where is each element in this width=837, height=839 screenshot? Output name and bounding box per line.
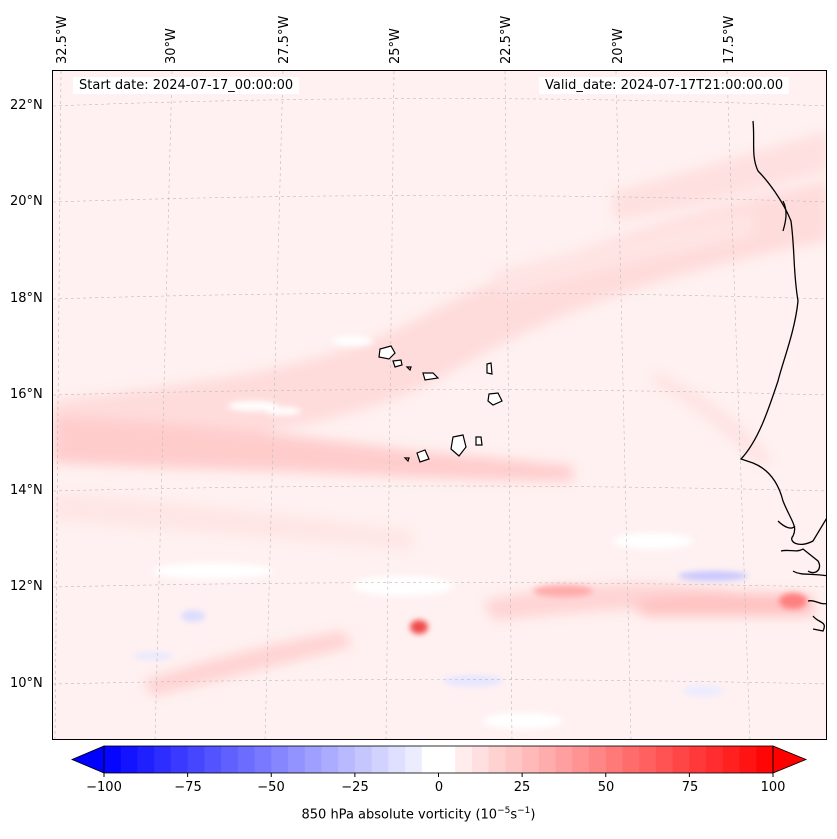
colorbar-segment bbox=[471, 746, 490, 773]
lon-label-25w: 25°W bbox=[388, 28, 403, 64]
colorbar-segment bbox=[739, 746, 757, 773]
colorbar-segment bbox=[104, 746, 122, 773]
colorbar-tick: −50 bbox=[257, 780, 285, 795]
colorbar-segment bbox=[438, 746, 456, 773]
neutral-patches bbox=[153, 336, 693, 729]
colorbar-segment bbox=[254, 746, 272, 773]
start-date-label: Start date: 2024-07-17_00:00:00 bbox=[73, 77, 300, 94]
colorbar-segment bbox=[622, 746, 640, 773]
colorbar-segment bbox=[655, 746, 674, 773]
coastline bbox=[739, 120, 826, 632]
lat-label-16n: 16°N bbox=[10, 387, 43, 402]
colorbar-title: 850 hPa absolute vorticity (10−5s−1) bbox=[301, 806, 536, 823]
colorbar-segment bbox=[672, 746, 690, 773]
lon-label-27-5w: 27.5°W bbox=[277, 15, 292, 64]
lon-label-17-5w: 17.5°W bbox=[722, 15, 737, 64]
colorbar-segment bbox=[405, 746, 423, 773]
colorbar-segment bbox=[271, 746, 289, 773]
lat-label-14n: 14°N bbox=[10, 483, 43, 498]
colorbar bbox=[70, 745, 808, 777]
colorbar-segment bbox=[555, 746, 573, 773]
colorbar-segment bbox=[488, 746, 506, 773]
valid-date-label: Valid_date: 2024-07-17T21:00:00.00 bbox=[539, 77, 790, 94]
colorbar-segment bbox=[756, 746, 774, 773]
lat-label-10n: 10°N bbox=[10, 676, 43, 691]
colorbar-segment bbox=[421, 746, 439, 773]
colorbar-tick: −25 bbox=[341, 780, 369, 795]
positive-vorticity-cores bbox=[410, 585, 807, 634]
colorbar-segment bbox=[170, 746, 189, 773]
colorbar-segment bbox=[154, 746, 172, 773]
colorbar-segment bbox=[706, 746, 724, 773]
colorbar-tick: 100 bbox=[760, 780, 786, 795]
lat-label-22n: 22°N bbox=[10, 98, 43, 113]
lon-label-30w: 30°W bbox=[164, 28, 179, 64]
colorbar-segment bbox=[338, 746, 356, 773]
colorbar-segment bbox=[287, 746, 306, 773]
colorbar-segment bbox=[455, 746, 473, 773]
colorbar-segment bbox=[204, 746, 222, 773]
colorbar-segment bbox=[605, 746, 623, 773]
islands bbox=[378, 345, 503, 463]
lat-label-18n: 18°N bbox=[10, 291, 43, 306]
vorticity-field bbox=[53, 71, 826, 739]
colorbar-max-extend bbox=[772, 745, 808, 774]
colorbar-tick: −100 bbox=[86, 780, 122, 795]
colorbar-tick: 25 bbox=[513, 780, 531, 795]
lat-label-20n: 20°N bbox=[10, 194, 43, 209]
colorbar-tick: 0 bbox=[434, 780, 444, 795]
colorbar-segment bbox=[538, 746, 557, 773]
colorbar-segment bbox=[304, 746, 322, 773]
colorbar-segment bbox=[689, 746, 707, 773]
colorbar-segment bbox=[522, 746, 540, 773]
colorbar-segment bbox=[589, 746, 607, 773]
colorbar-segment bbox=[371, 746, 389, 773]
colorbar-segment bbox=[722, 746, 741, 773]
colorbar-segment bbox=[221, 746, 239, 773]
colorbar-segment bbox=[187, 746, 205, 773]
colorbar-segment bbox=[639, 746, 657, 773]
colorbar-segment bbox=[237, 746, 256, 773]
lat-label-12n: 12°N bbox=[10, 579, 43, 594]
lon-label-22-5w: 22.5°W bbox=[499, 15, 514, 64]
colorbar-min-extend bbox=[70, 745, 105, 774]
colorbar-segment bbox=[120, 746, 138, 773]
colorbar-tick: 50 bbox=[597, 780, 615, 795]
lon-label-32-5w: 32.5°W bbox=[55, 15, 70, 64]
vorticity-shading bbox=[53, 131, 826, 696]
lon-label-20w: 20°W bbox=[611, 28, 626, 64]
colorbar-segment bbox=[137, 746, 155, 773]
map-panel[interactable] bbox=[52, 70, 827, 740]
colorbar-segment bbox=[321, 746, 339, 773]
negative-vorticity bbox=[133, 571, 748, 697]
colorbar-tick: −75 bbox=[174, 780, 202, 795]
colorbar-segment bbox=[572, 746, 590, 773]
graticule bbox=[53, 71, 826, 739]
colorbar-tick: 75 bbox=[681, 780, 699, 795]
colorbar-segment bbox=[388, 746, 406, 773]
colorbar-segment bbox=[505, 746, 523, 773]
colorbar-segment bbox=[354, 746, 373, 773]
